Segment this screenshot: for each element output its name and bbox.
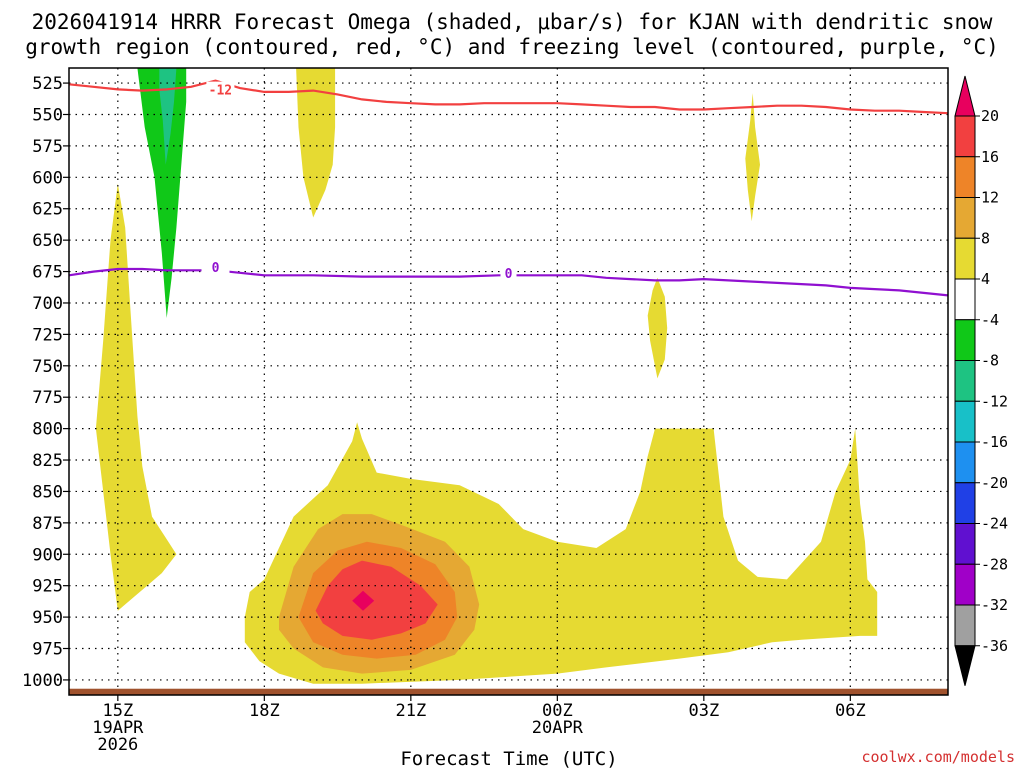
colorbar-segment-5 bbox=[954, 319, 976, 361]
contour-freezing-level-0 bbox=[68, 267, 949, 297]
y-tick-label-825: 825 bbox=[32, 451, 63, 471]
credit-text: coolwx.com/models bbox=[861, 748, 1015, 766]
colorbar-label-5: -4 bbox=[981, 311, 999, 329]
colorbar-segment-12 bbox=[954, 604, 976, 647]
y-tick-label-950: 950 bbox=[32, 608, 63, 628]
contour-label-freezing-2: 0 bbox=[505, 267, 513, 282]
chart-title-line-1: 2026041914 HRRR Forecast Omega (shaded, … bbox=[32, 10, 993, 34]
x-tick-label-00Z-0: 00Z bbox=[542, 701, 573, 721]
x-tick-label-03Z-0: 03Z bbox=[688, 701, 719, 721]
y-tick-label-900: 900 bbox=[32, 545, 63, 565]
omega-region-teal-column bbox=[159, 68, 177, 165]
contour-label-bg-freezing-level-0 bbox=[201, 258, 230, 274]
y-tick-label-700: 700 bbox=[32, 294, 63, 314]
colorbar-bottom-triangle bbox=[954, 645, 976, 686]
y-tick-label-725: 725 bbox=[32, 325, 63, 345]
colorbar-label-3: 8 bbox=[981, 229, 990, 247]
contour-dendritic-minus12 bbox=[68, 79, 949, 115]
colorbar-segment-2 bbox=[954, 197, 976, 239]
y-tick-label-600: 600 bbox=[32, 168, 63, 188]
y-tick-label-625: 625 bbox=[32, 200, 63, 220]
x-tick-label-15Z-2: 2026 bbox=[97, 735, 138, 755]
y-tick-label-775: 775 bbox=[32, 388, 63, 408]
chart-title-line-2: growth region (contoured, red, °C) and f… bbox=[25, 35, 999, 59]
y-tick-label-675: 675 bbox=[32, 263, 63, 283]
colorbar-label-2: 12 bbox=[981, 189, 999, 207]
omega-colorbar: 20 16 12 8 4 -4 -8 -12 -16 -20 -24 -28 -32 -36 bbox=[954, 75, 1008, 686]
contour-label-bg-dendritic-minus12 bbox=[206, 81, 235, 97]
y-tick-label-575: 575 bbox=[32, 137, 63, 157]
contour-label-bg-freezing-2 bbox=[500, 265, 517, 281]
dotted-gridlines bbox=[69, 68, 948, 695]
y-tick-label-650: 650 bbox=[32, 231, 63, 251]
omega-region-red-core bbox=[315, 560, 438, 640]
y-tick-label-550: 550 bbox=[32, 105, 63, 125]
x-tick-label-00Z-1: 20APR bbox=[532, 718, 584, 738]
omega-region-yellow-plume-15z bbox=[95, 183, 177, 611]
colorbar-segment-9 bbox=[954, 482, 976, 524]
x-tick-label-21Z-0: 21Z bbox=[395, 701, 426, 721]
colorbar-top-triangle bbox=[954, 75, 976, 117]
omega-region-yellow-upper-19z bbox=[296, 68, 336, 218]
colorbar-segment-11 bbox=[954, 563, 976, 606]
colorbar-label-11: -28 bbox=[981, 555, 1008, 573]
x-tick-label-06Z-0: 06Z bbox=[835, 701, 866, 721]
colorbar-segment-6 bbox=[954, 360, 976, 402]
y-tick-label-525: 525 bbox=[32, 74, 63, 94]
colorbar-label-12: -32 bbox=[981, 596, 1008, 614]
x-tick-label-15Z-1: 19APR bbox=[92, 718, 144, 738]
y-axis-pressure-ticks: 525 550 575 600 625 650 675 700 725 750 775 800 825 8… bbox=[22, 74, 69, 691]
plot-frame bbox=[68, 67, 949, 696]
colorbar-label-9: -20 bbox=[981, 474, 1008, 492]
colorbar-segment-8 bbox=[954, 441, 976, 484]
y-tick-label-750: 750 bbox=[32, 357, 63, 377]
y-tick-label-875: 875 bbox=[32, 514, 63, 534]
omega-region-magenta-max bbox=[352, 590, 375, 611]
colorbar-label-0: 20 bbox=[981, 107, 999, 125]
ground-fill bbox=[69, 688, 948, 695]
colorbar-label-8: -16 bbox=[981, 433, 1008, 451]
colorbar-segment-4 bbox=[954, 278, 976, 321]
omega-region-yellow-mid-02z bbox=[647, 277, 668, 379]
colorbar-label-10: -24 bbox=[981, 515, 1008, 533]
x-tick-label-18Z-0: 18Z bbox=[249, 701, 280, 721]
colorbar-segment-10 bbox=[954, 523, 976, 565]
y-tick-label-975: 975 bbox=[32, 640, 63, 660]
y-tick-label-925: 925 bbox=[32, 577, 63, 597]
colorbar-segment-1 bbox=[954, 156, 976, 198]
colorbar-label-7: -12 bbox=[981, 392, 1008, 410]
omega-region-yellow-upper-04z bbox=[745, 93, 760, 222]
colorbar-segment-3 bbox=[954, 237, 976, 280]
contour-layer: -12 0 0 bbox=[68, 79, 949, 297]
omega-region-green-column bbox=[137, 68, 187, 318]
contour-label-dendritic-minus12: -12 bbox=[209, 84, 232, 99]
colorbar-segment-7 bbox=[954, 400, 976, 443]
y-tick-label-800: 800 bbox=[32, 420, 63, 440]
ground-strip bbox=[69, 688, 948, 695]
colorbar-label-4: 4 bbox=[981, 270, 990, 288]
x-axis-label: Forecast Time (UTC) bbox=[400, 748, 617, 768]
colorbar-label-1: 16 bbox=[981, 148, 999, 166]
y-tick-label-850: 850 bbox=[32, 482, 63, 502]
x-tick-label-15Z-0: 15Z bbox=[102, 701, 133, 721]
colorbar-label-6: -8 bbox=[981, 352, 999, 370]
colorbar-label-13: -36 bbox=[981, 637, 1008, 655]
contour-label-freezing-level-0: 0 bbox=[212, 261, 220, 276]
colorbar-segment-0 bbox=[954, 115, 976, 158]
y-tick-label-1000: 1000 bbox=[22, 671, 63, 691]
